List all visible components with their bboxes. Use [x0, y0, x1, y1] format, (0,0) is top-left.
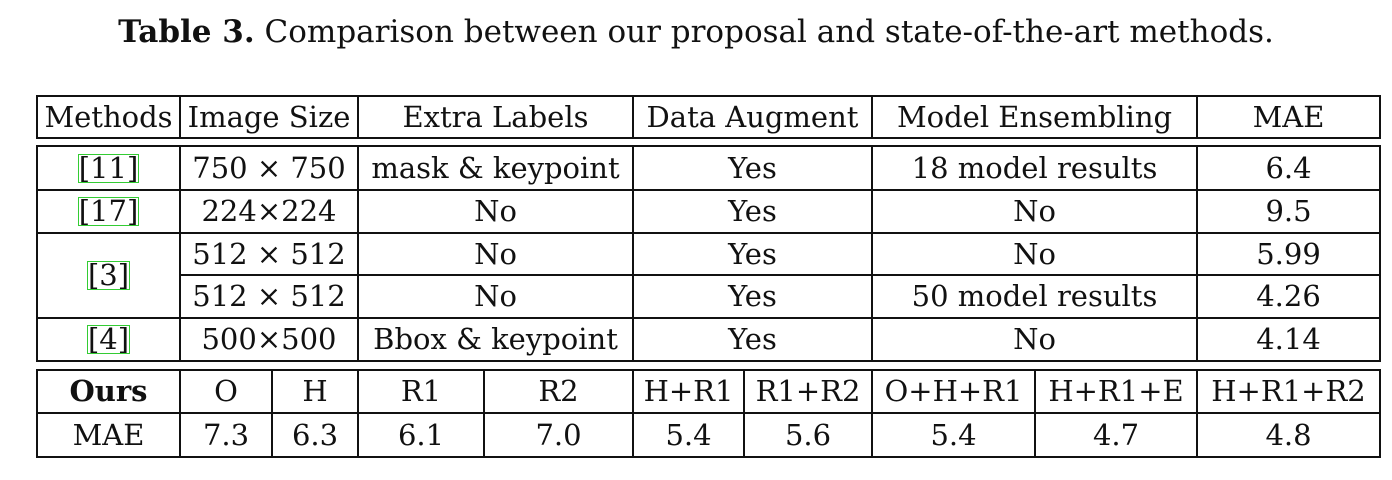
column-header-extra-labels: Extra Labels [402, 99, 589, 134]
data-augment-cell: Yes [728, 279, 777, 313]
table2-rule [36, 369, 1381, 371]
mae-cell: 4.26 [1256, 279, 1321, 313]
table1-rule [1196, 145, 1198, 362]
table1-rule [36, 232, 1381, 234]
table2-rule [483, 369, 485, 458]
variant-header: H+R1+R2 [1211, 374, 1366, 408]
image-size-cell: 500×500 [201, 322, 337, 356]
data-augment-cell: Yes [728, 236, 777, 271]
mae-value: 6.3 [291, 417, 339, 452]
method-cell: [4] [38, 319, 179, 360]
table2-rule [632, 369, 634, 458]
table1-rule [36, 317, 1381, 319]
table2-rule [871, 369, 873, 458]
table2-rule [271, 369, 273, 458]
image-size-cell: 750 × 750 [192, 150, 346, 185]
variant-header: O [214, 374, 238, 408]
column-header-mae: MAE [1252, 99, 1325, 134]
variant-header: R2 [538, 374, 579, 408]
image-size-cell: 512 × 512 [192, 236, 346, 271]
table1-rule [871, 95, 873, 139]
image-size-cell: 512 × 512 [192, 279, 346, 313]
image-size-cell: 224×224 [201, 194, 337, 228]
table1-rule [36, 137, 1381, 139]
table1-rule [1379, 95, 1381, 139]
table2-rule [357, 369, 359, 458]
table1-rule [357, 145, 359, 362]
table-caption: Table 3. Comparison between our proposal… [0, 14, 1392, 50]
mae-cell: 5.99 [1256, 236, 1321, 271]
extra-labels-cell: No [474, 194, 517, 228]
table1-rule [36, 95, 1381, 97]
table1-rule [36, 95, 38, 139]
model-ensembling-cell: 18 model results [911, 150, 1158, 185]
model-ensembling-cell: No [1013, 194, 1056, 228]
mae-cell: 9.5 [1265, 194, 1312, 228]
mae-value: 5.4 [930, 417, 977, 452]
table1-rule [36, 360, 1381, 362]
variant-header: H [302, 374, 328, 408]
caption-text: Comparison between our proposal and stat… [264, 14, 1274, 50]
variant-header: H+R1+E [1048, 374, 1184, 408]
citation-link[interactable]: [17] [77, 194, 140, 228]
extra-labels-cell: mask & keypoint [371, 150, 620, 185]
table2-rule [179, 369, 181, 458]
table1-rule [1379, 145, 1381, 362]
column-header-data-augment: Data Augment [646, 99, 859, 134]
variant-header: O+H+R1 [884, 374, 1023, 408]
table1-rule [179, 95, 181, 139]
table1-rule [36, 145, 1381, 147]
table1-rule [179, 145, 181, 362]
mae-value: 7.3 [202, 417, 250, 452]
data-augment-cell: Yes [728, 150, 777, 185]
mae-cell: 4.14 [1256, 322, 1321, 356]
data-augment-cell: Yes [728, 322, 777, 356]
table2-rule [743, 369, 745, 458]
table1-rule [1196, 95, 1198, 139]
table1-rule [632, 95, 634, 139]
model-ensembling-cell: No [1013, 322, 1056, 356]
mae-value: 4.8 [1265, 417, 1312, 452]
table2-rule [1196, 369, 1198, 458]
mae-cell: 6.4 [1265, 150, 1312, 185]
mae-value: 4.7 [1092, 417, 1140, 452]
table2-rule [1379, 369, 1381, 458]
column-header-image-size: Image Size [187, 99, 351, 134]
variant-header: H+R1 [643, 374, 734, 408]
table2-rule [36, 456, 1381, 458]
caption-lead: Table 3. [118, 14, 255, 50]
table1-rule [632, 145, 634, 362]
extra-labels-cell: No [474, 279, 517, 313]
column-header-methods: Methods [44, 99, 173, 134]
citation-link[interactable]: [3] [86, 258, 131, 292]
table1-rule [871, 145, 873, 362]
variant-header: R1 [400, 374, 442, 408]
mae-value: 6.1 [397, 417, 445, 452]
variant-header: R1+R2 [755, 374, 861, 408]
ours-header: Ours [69, 374, 148, 408]
method-cell: [11] [38, 147, 179, 189]
table2-rule [1034, 369, 1036, 458]
extra-labels-cell: No [474, 236, 517, 271]
method-cell: [3] [38, 234, 179, 317]
table1-rule [180, 274, 1381, 276]
table2-rule [36, 412, 1381, 414]
method-cell: [17] [38, 191, 179, 232]
citation-link[interactable]: [11] [77, 150, 140, 185]
mae-value: 5.4 [665, 417, 712, 452]
model-ensembling-cell: No [1013, 236, 1056, 271]
data-augment-cell: Yes [728, 194, 777, 228]
mae-row-label: MAE [72, 417, 145, 452]
citation-link[interactable]: [4] [86, 322, 131, 356]
table1-rule [36, 189, 1381, 191]
mae-value: 5.6 [784, 417, 832, 452]
extra-labels-cell: Bbox & keypoint [373, 322, 618, 356]
table1-rule [357, 95, 359, 139]
model-ensembling-cell: 50 model results [911, 279, 1158, 313]
mae-value: 7.0 [535, 417, 582, 452]
table2-rule [36, 369, 38, 458]
table1-rule [36, 145, 38, 362]
column-header-model-ensembling: Model Ensembling [896, 99, 1173, 134]
